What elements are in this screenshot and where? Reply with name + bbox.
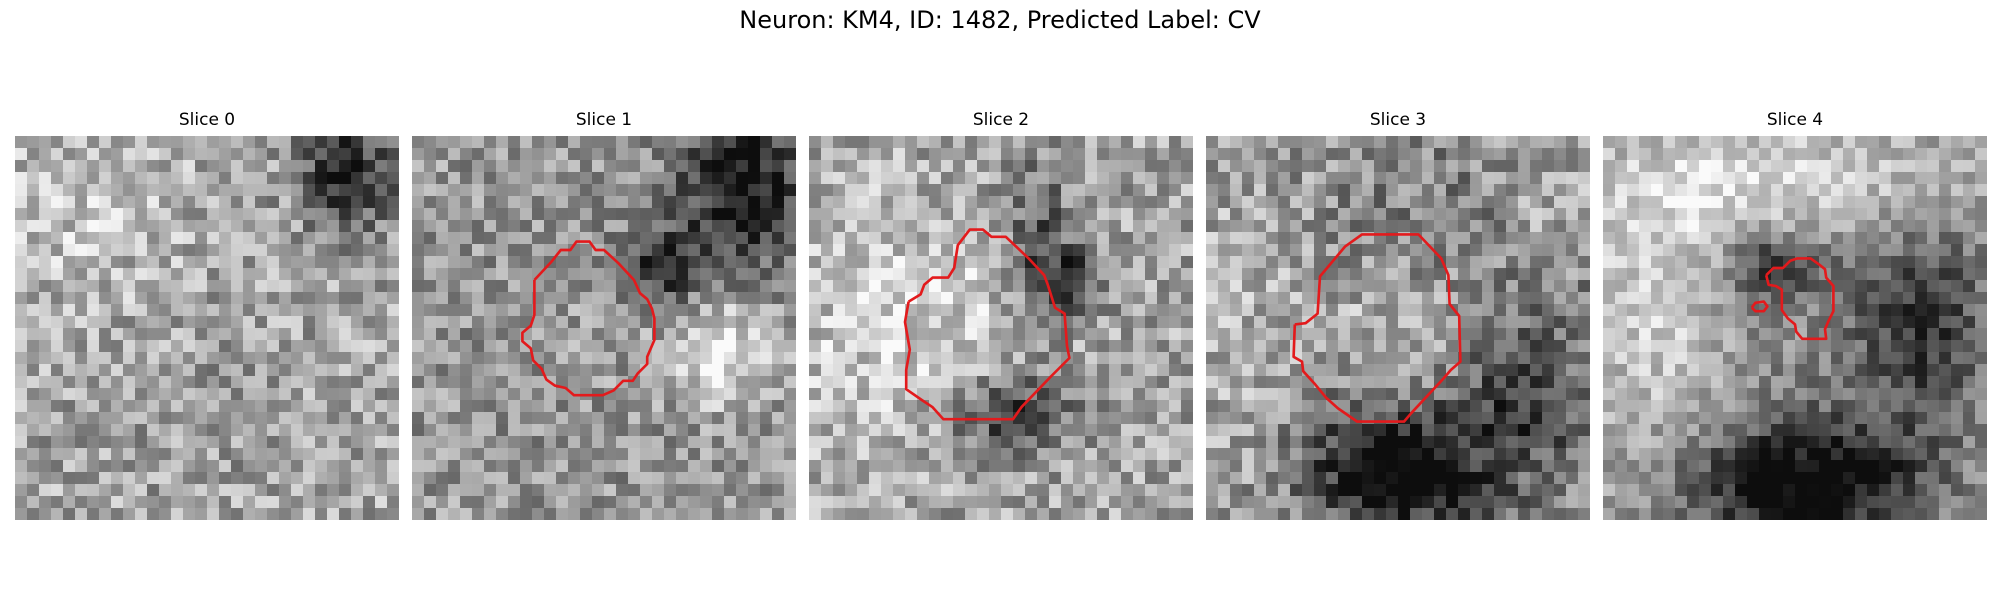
pixel-grid [1206, 136, 1590, 520]
slice-panel-1: Slice 1 [412, 108, 796, 520]
slice-title-3: Slice 3 [1206, 108, 1590, 132]
slice-panel-4: Slice 4 [1603, 108, 1987, 520]
slice-image-4 [1603, 136, 1987, 520]
slice-title-1: Slice 1 [412, 108, 796, 132]
pixel-grid [809, 136, 1193, 520]
slice-image-3 [1206, 136, 1590, 520]
slice-panel-0: Slice 0 [15, 108, 399, 520]
slice-image-0 [15, 136, 399, 520]
pixel-grid [15, 136, 399, 520]
figure-title: Neuron: KM4, ID: 1482, Predicted Label: … [0, 6, 2000, 34]
slice-title-4: Slice 4 [1603, 108, 1987, 132]
pixel-grid [412, 136, 796, 520]
slice-title-0: Slice 0 [15, 108, 399, 132]
slice-image-1 [412, 136, 796, 520]
slice-panel-3: Slice 3 [1206, 108, 1590, 520]
slice-image-2 [809, 136, 1193, 520]
slice-panel-2: Slice 2 [809, 108, 1193, 520]
slice-title-2: Slice 2 [809, 108, 1193, 132]
